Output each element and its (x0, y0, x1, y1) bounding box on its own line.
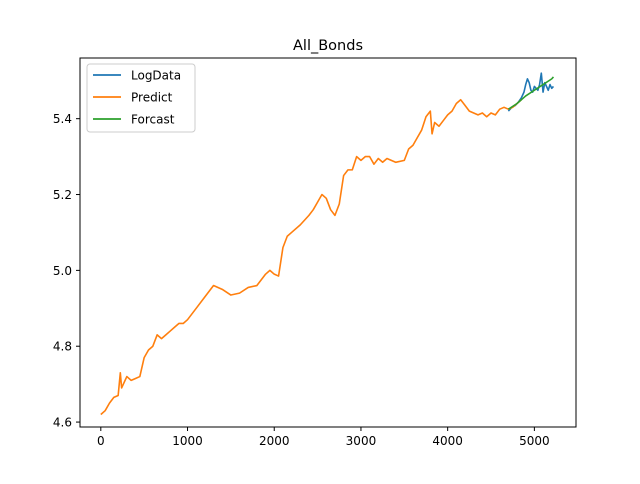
x-tick-label: 3000 (346, 434, 377, 448)
y-tick-label: 5.4 (53, 112, 72, 126)
y-tick-label: 4.6 (53, 416, 72, 430)
y-tick-label: 4.8 (53, 340, 72, 354)
y-axis: 4.6 4.8 5.0 5.2 5.4 (53, 112, 80, 430)
series-line-predict (100, 98, 522, 416)
series-layer (100, 72, 555, 416)
x-tick-label: 1000 (172, 434, 203, 448)
legend-label-predict: Predict (131, 91, 173, 105)
legend-label-logdata: LogData (131, 69, 181, 83)
chart-title: All_Bonds (293, 38, 363, 54)
x-tick-label: 0 (97, 434, 105, 448)
legend-label-forcast: Forcast (131, 113, 175, 127)
series-line-logdata (507, 72, 555, 112)
x-tick-label: 2000 (259, 434, 290, 448)
legend-box (86, 63, 196, 133)
x-tick-label: 5000 (519, 434, 550, 448)
series-line-forcast (507, 76, 555, 110)
y-tick-label: 5.2 (53, 188, 72, 202)
y-tick-label: 5.0 (53, 264, 72, 278)
legend: LogData Predict Forcast (86, 63, 196, 133)
x-axis: 0 1000 2000 3000 4000 5000 (97, 427, 550, 448)
plot-frame (79, 57, 577, 428)
x-tick-label: 4000 (432, 434, 463, 448)
